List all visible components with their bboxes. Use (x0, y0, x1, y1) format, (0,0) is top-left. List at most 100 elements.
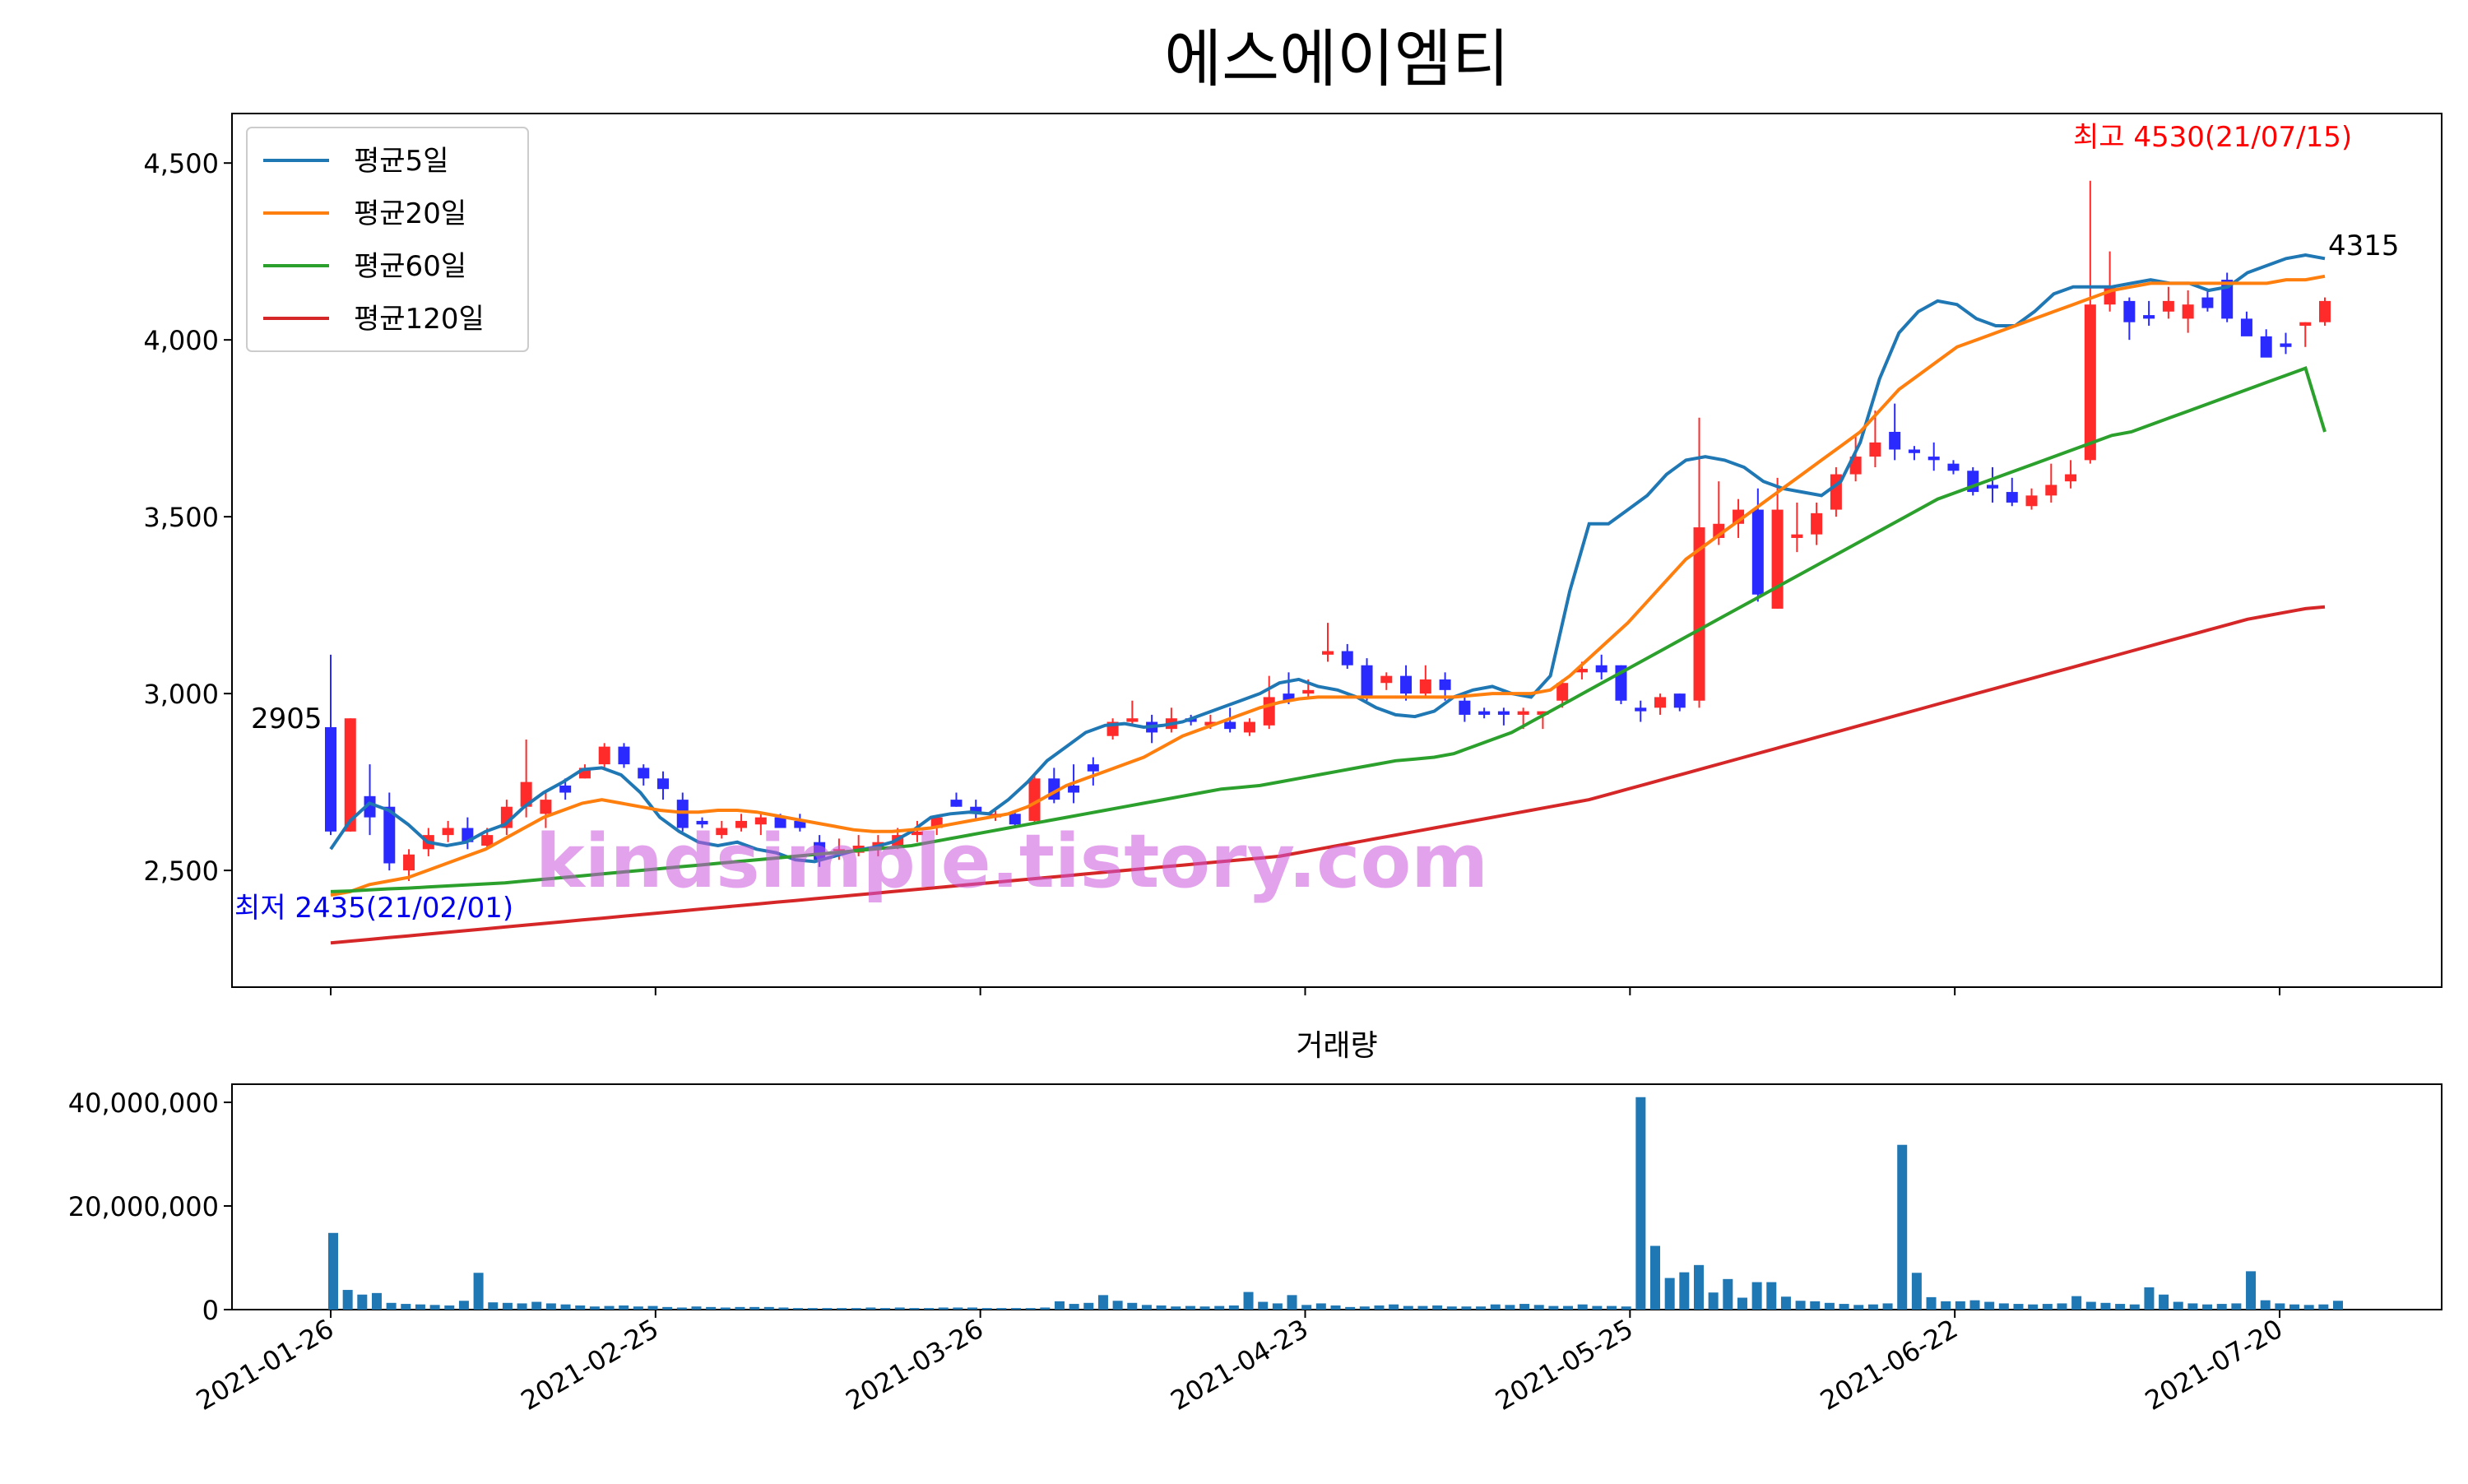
volume-bar (1476, 1306, 1487, 1310)
candle-body (500, 806, 513, 828)
candle-body (1811, 512, 1823, 535)
volume-bar (401, 1304, 411, 1310)
volume-bar (386, 1302, 397, 1310)
volume-bar (2275, 1303, 2285, 1310)
candle-body (1028, 778, 1041, 821)
volume-panel: 0 20,000,000 40,000,000 2021-01-26 2021-02-2… (68, 1083, 2442, 1417)
volume-y-tick-label: 0 (202, 1295, 219, 1326)
candle-body (1654, 697, 1666, 708)
volume-bar (2159, 1294, 2169, 1310)
volume-bar (924, 1308, 935, 1310)
volume-bar (938, 1307, 949, 1310)
candle-body (2280, 343, 2292, 347)
candle-body (364, 795, 376, 818)
volume-bar (1607, 1305, 1617, 1310)
series-line-3 (330, 365, 2327, 893)
volume-bar (517, 1303, 527, 1310)
volume-bar (415, 1304, 425, 1310)
volume-bar (822, 1308, 833, 1310)
volume-bar (894, 1307, 905, 1310)
candle-body (1537, 711, 1549, 715)
candle-body (1204, 721, 1217, 726)
volume-bar (371, 1292, 382, 1310)
volume-bar (1810, 1301, 1821, 1310)
volume-bar (1315, 1303, 1326, 1310)
volume-axes-frame (231, 1083, 2442, 1310)
volume-bar (1592, 1305, 1603, 1310)
candle-body (1419, 679, 1431, 694)
candle-body (2065, 474, 2077, 482)
volume-bar (2289, 1304, 2300, 1310)
candle-body (1302, 689, 1315, 694)
volume-bar (2115, 1304, 2126, 1310)
volume-bar (1069, 1304, 1079, 1310)
volume-bar (1723, 1278, 1733, 1310)
annotation-last: 4315 (2328, 230, 2400, 262)
volume-bar (2071, 1296, 2082, 1310)
volume-bar (1955, 1301, 1965, 1310)
volume-bar (1214, 1305, 1225, 1310)
candle-body (970, 806, 982, 814)
volume-bar (735, 1306, 745, 1310)
candle-body (2045, 485, 2057, 496)
candle-body (696, 820, 708, 825)
volume-bar (2042, 1304, 2053, 1310)
candle-body (2084, 304, 2096, 461)
candle-body (1283, 693, 1295, 701)
volume-bar (357, 1294, 368, 1310)
legend-label-1: 평균5일 (354, 145, 448, 178)
candle-body (1595, 665, 1607, 673)
volume-bar (619, 1305, 629, 1310)
volume-bar (1490, 1304, 1501, 1310)
volume-bar (1345, 1306, 1356, 1310)
volume-bar (545, 1303, 556, 1310)
x-tick-label: 2021-02-25 (516, 1313, 664, 1417)
candle-body (1517, 711, 1529, 715)
candle-body (774, 817, 786, 828)
volume-bar (2013, 1304, 2024, 1310)
volume-bar (1693, 1264, 1704, 1310)
volume-bar (1708, 1292, 1719, 1310)
candle-body (657, 778, 669, 790)
candle-body (1947, 463, 1960, 471)
volume-bar (676, 1307, 687, 1310)
volume-bar (2144, 1287, 2155, 1310)
candle-body (2006, 492, 2018, 503)
x-tick-label: 2021-04-23 (1165, 1313, 1313, 1417)
price-y-tick-label: 3,500 (143, 502, 219, 533)
candle-body (911, 831, 923, 836)
volume-bar (328, 1232, 338, 1310)
candle-body (1987, 485, 1998, 489)
volume-bar (502, 1302, 513, 1310)
candle-body (1635, 707, 1647, 712)
volume-bar (967, 1307, 978, 1310)
volume-bar (1040, 1307, 1051, 1310)
volume-bar (1635, 1097, 1646, 1310)
watermark: kindsimple.tistory.com (536, 819, 1488, 905)
x-tick-label: 2021-06-22 (1815, 1313, 1963, 1417)
volume-bar (865, 1307, 876, 1310)
volume-bar (488, 1302, 499, 1310)
candle-body (1380, 675, 1393, 684)
series-line-2 (330, 274, 2326, 897)
volume-bar (1010, 1308, 1021, 1310)
volume-bar (1054, 1301, 1065, 1310)
candle-body (403, 854, 415, 871)
volume-bar (691, 1306, 702, 1310)
candle-body (2201, 297, 2214, 308)
volume-bar (1941, 1301, 1951, 1310)
candle-body (950, 800, 963, 807)
volume-bar (1417, 1305, 1428, 1310)
volume-bar (2333, 1301, 2343, 1310)
candle-body (520, 781, 532, 807)
chart-title: 에스에이엠티 (1164, 22, 1510, 95)
legend-label-3: 평균60일 (354, 250, 466, 283)
volume-bar (1243, 1292, 1254, 1310)
volume-bar (1926, 1296, 1937, 1310)
candle-body (1126, 718, 1139, 722)
volume-bar (1171, 1306, 1181, 1310)
volume-bar (996, 1308, 1007, 1310)
volume-bar (1882, 1303, 1893, 1310)
